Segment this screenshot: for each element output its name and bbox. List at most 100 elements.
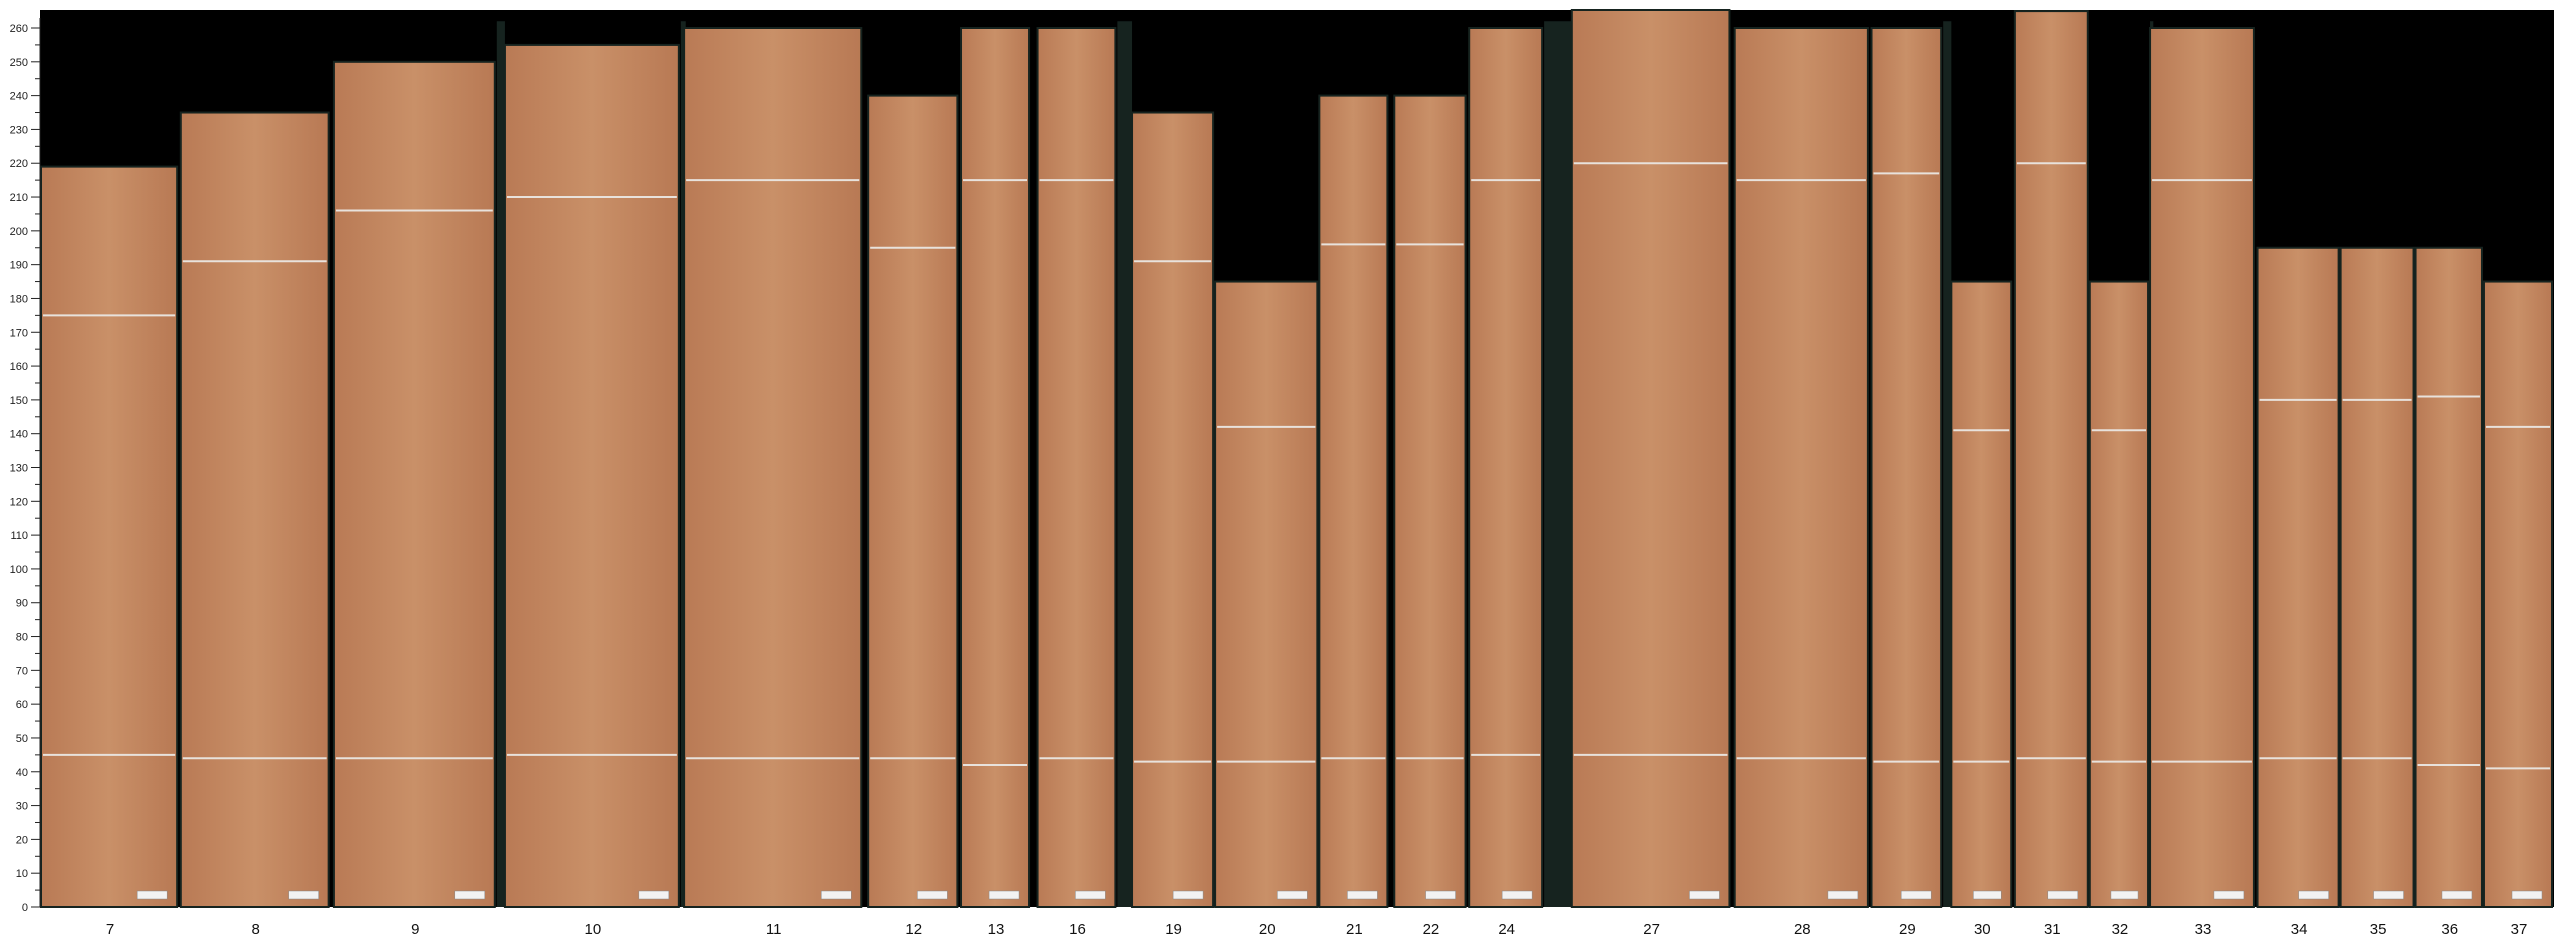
board-surface: [1870, 27, 1943, 908]
tick-label: 210: [10, 192, 28, 204]
board-27[interactable]: [1570, 9, 1731, 908]
board-surface: [2013, 10, 2089, 909]
tick-label: 70: [16, 665, 28, 677]
board-33[interactable]: [2149, 27, 2255, 908]
board-surface: [503, 43, 680, 908]
board-20[interactable]: [1214, 280, 1319, 908]
board-surface: [1570, 9, 1731, 908]
board-31[interactable]: [2013, 10, 2089, 909]
barcode-tag: [2047, 890, 2079, 900]
board-16[interactable]: [1036, 27, 1117, 908]
board-29[interactable]: [1870, 27, 1943, 908]
board-label: 12: [905, 921, 922, 938]
barcode-tag: [988, 890, 1020, 900]
tick-label: 200: [10, 226, 28, 238]
barcode-tag: [136, 890, 168, 900]
barcode-tag: [288, 890, 319, 900]
board-label: 11: [766, 921, 782, 938]
board-9[interactable]: [332, 60, 496, 909]
barcode-tag: [1075, 890, 1106, 900]
board-gap: [496, 21, 505, 907]
barcode-tag: [1827, 890, 1859, 900]
barcode-tag: [454, 890, 486, 900]
board-labels: 7 8 9 10 11 12 13 16 19 20 21 22 24 27 28 29 30 31 32 33 34 3…: [106, 921, 2527, 938]
tick-label: 250: [10, 57, 28, 69]
board-24[interactable]: [1468, 27, 1544, 908]
board-surface: [1131, 111, 1215, 909]
board-19[interactable]: [1131, 111, 1215, 909]
board-surface: [332, 60, 496, 909]
barcode-tag: [638, 890, 670, 900]
tick-label: 0: [22, 902, 28, 914]
board-surface: [2414, 246, 2483, 908]
board-8[interactable]: [179, 111, 330, 909]
board-label: 28: [1794, 921, 1811, 938]
barcode-tag: [2298, 890, 2329, 900]
board-label: 37: [2511, 921, 2528, 938]
board-label: 31: [2044, 921, 2061, 938]
board-surface: [2256, 246, 2340, 908]
board-10[interactable]: [503, 43, 680, 908]
tick-label: 20: [16, 834, 28, 846]
tick-label: 230: [10, 124, 28, 136]
board-surface: [867, 94, 959, 909]
board-label: 20: [1259, 921, 1276, 938]
board-label: 13: [988, 921, 1005, 938]
tick-label: 110: [10, 530, 28, 542]
board-label: 21: [1346, 921, 1363, 938]
barcode-tag: [2373, 890, 2404, 900]
board-7[interactable]: [40, 165, 179, 909]
board-21[interactable]: [1318, 94, 1389, 909]
barcode-tag: [1973, 890, 2002, 900]
tick-label: 260: [10, 23, 28, 35]
board-label: 36: [2441, 921, 2458, 938]
barcode-tag: [1172, 890, 1204, 900]
board-surface: [1733, 27, 1869, 908]
barcode-tag: [2511, 890, 2543, 900]
board-37[interactable]: [2482, 280, 2553, 908]
board-surface: [2339, 246, 2415, 908]
board-label: 7: [106, 921, 114, 938]
board-surface: [2088, 280, 2150, 908]
board-32[interactable]: [2088, 280, 2150, 908]
board-36[interactable]: [2414, 246, 2483, 908]
board-label: 32: [2112, 921, 2129, 938]
board-label: 8: [252, 921, 260, 938]
length-axis: 0 10 20 30 40 50 60 70 80 90 100 110 120 130 140 150 160…: [10, 18, 41, 914]
board-label: 24: [1498, 921, 1515, 938]
barcode-tag: [1900, 890, 1932, 900]
tick-label: 90: [16, 598, 28, 610]
boards: [40, 9, 2553, 909]
tick-label: 120: [10, 496, 28, 508]
board-label: 33: [2195, 921, 2212, 938]
board-22[interactable]: [1393, 94, 1467, 909]
board-28[interactable]: [1733, 27, 1869, 908]
board-11[interactable]: [683, 27, 863, 908]
barcode-tag: [2213, 890, 2245, 900]
board-label: 19: [1165, 921, 1182, 938]
board-label: 22: [1423, 921, 1440, 938]
board-30[interactable]: [1950, 280, 2013, 908]
board-label: 35: [2370, 921, 2387, 938]
tick-label: 190: [10, 260, 28, 272]
tick-label: 80: [16, 632, 28, 644]
tick-label: 170: [10, 327, 28, 339]
barcode-tag: [2110, 890, 2139, 900]
board-12[interactable]: [867, 94, 959, 909]
board-surface: [683, 27, 863, 908]
tick-label: 130: [10, 463, 28, 475]
board-surface: [960, 27, 1031, 908]
tick-label: 160: [10, 361, 28, 373]
tick-label: 30: [16, 801, 28, 813]
board-34[interactable]: [2256, 246, 2340, 908]
tick-label: 180: [10, 293, 28, 305]
board-label: 30: [1974, 921, 1991, 938]
board-label: 9: [411, 921, 419, 938]
barcode-tag: [1689, 890, 1720, 900]
board-surface: [1214, 280, 1319, 908]
tick-label: 100: [10, 564, 28, 576]
board-13[interactable]: [960, 27, 1031, 908]
board-35[interactable]: [2339, 246, 2415, 908]
board-label: 27: [1643, 921, 1660, 938]
